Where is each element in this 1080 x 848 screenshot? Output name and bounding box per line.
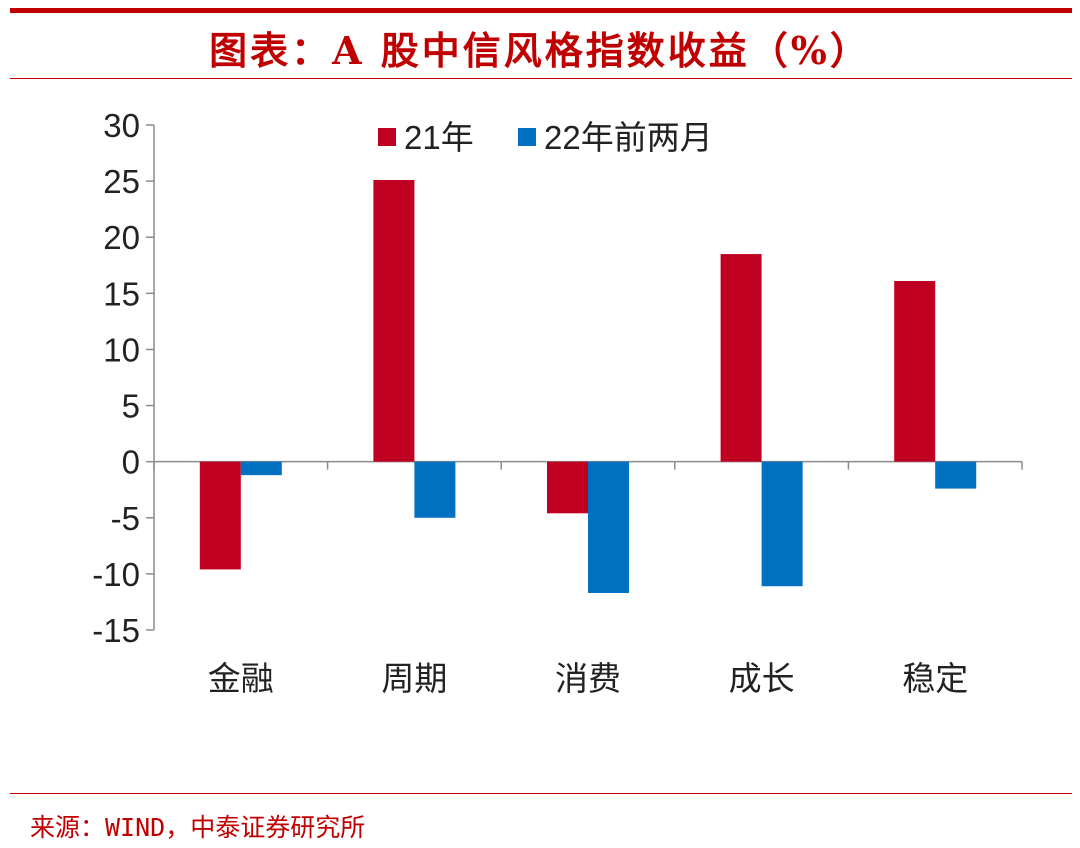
bar-series-22-2	[588, 461, 629, 593]
y-tick-label: -5	[111, 500, 140, 537]
bar-series-22-1	[414, 461, 456, 518]
legend-swatch-0	[378, 128, 396, 146]
x-category-label: 周期	[381, 659, 447, 698]
bottom-rule	[10, 793, 1072, 794]
chart-title: 图表：A 股中信风格指数收益（%）	[209, 28, 871, 73]
y-tick-label: 20	[103, 219, 140, 256]
x-category-label: 稳定	[902, 659, 968, 698]
bar-series-21-0	[199, 461, 241, 570]
chart-tick-labels: 30 25 20 15 10 5 0 -5 -10 -15	[92, 107, 140, 649]
chart-legend: 21年 22年前两月	[378, 119, 713, 156]
y-tick-label: 30	[103, 107, 140, 144]
y-tick-label: 5	[122, 388, 140, 425]
bar-series-22-3	[761, 461, 803, 587]
x-category-label: 金融	[208, 659, 274, 698]
legend-label-1: 22年前两月	[544, 119, 713, 156]
x-category-label: 成长	[729, 659, 795, 698]
bar-series-21-2	[547, 461, 588, 514]
y-tick-label: 0	[122, 444, 140, 481]
bar-series-22-4	[935, 461, 977, 489]
y-tick-label: 25	[103, 163, 140, 200]
bar-chart: 30 25 20 15 10 5 0 -5 -10 -15 金融 周期 消费 成长 稳定 21年 22年前两…	[92, 107, 1023, 698]
x-category-label: 消费	[555, 659, 621, 698]
bar-series-22-0	[240, 461, 282, 476]
bar-series-21-4	[894, 280, 936, 462]
source-note: 来源：WIND，中泰证券研究所	[30, 813, 366, 842]
y-tick-label: 15	[103, 275, 140, 312]
title-rule	[10, 78, 1072, 79]
bar-series-21-1	[373, 179, 415, 462]
y-tick-label: -15	[92, 612, 140, 649]
bar-series-21-3	[720, 254, 762, 462]
chart-category-labels: 金融 周期 消费 成长 稳定	[208, 659, 968, 698]
chart-axes	[146, 124, 1023, 631]
legend-label-0: 21年	[404, 119, 474, 156]
legend-swatch-1	[518, 128, 536, 146]
chart-bars	[199, 179, 977, 593]
y-tick-label: -10	[92, 556, 140, 593]
top-rule	[10, 8, 1072, 13]
y-tick-label: 10	[103, 331, 140, 368]
